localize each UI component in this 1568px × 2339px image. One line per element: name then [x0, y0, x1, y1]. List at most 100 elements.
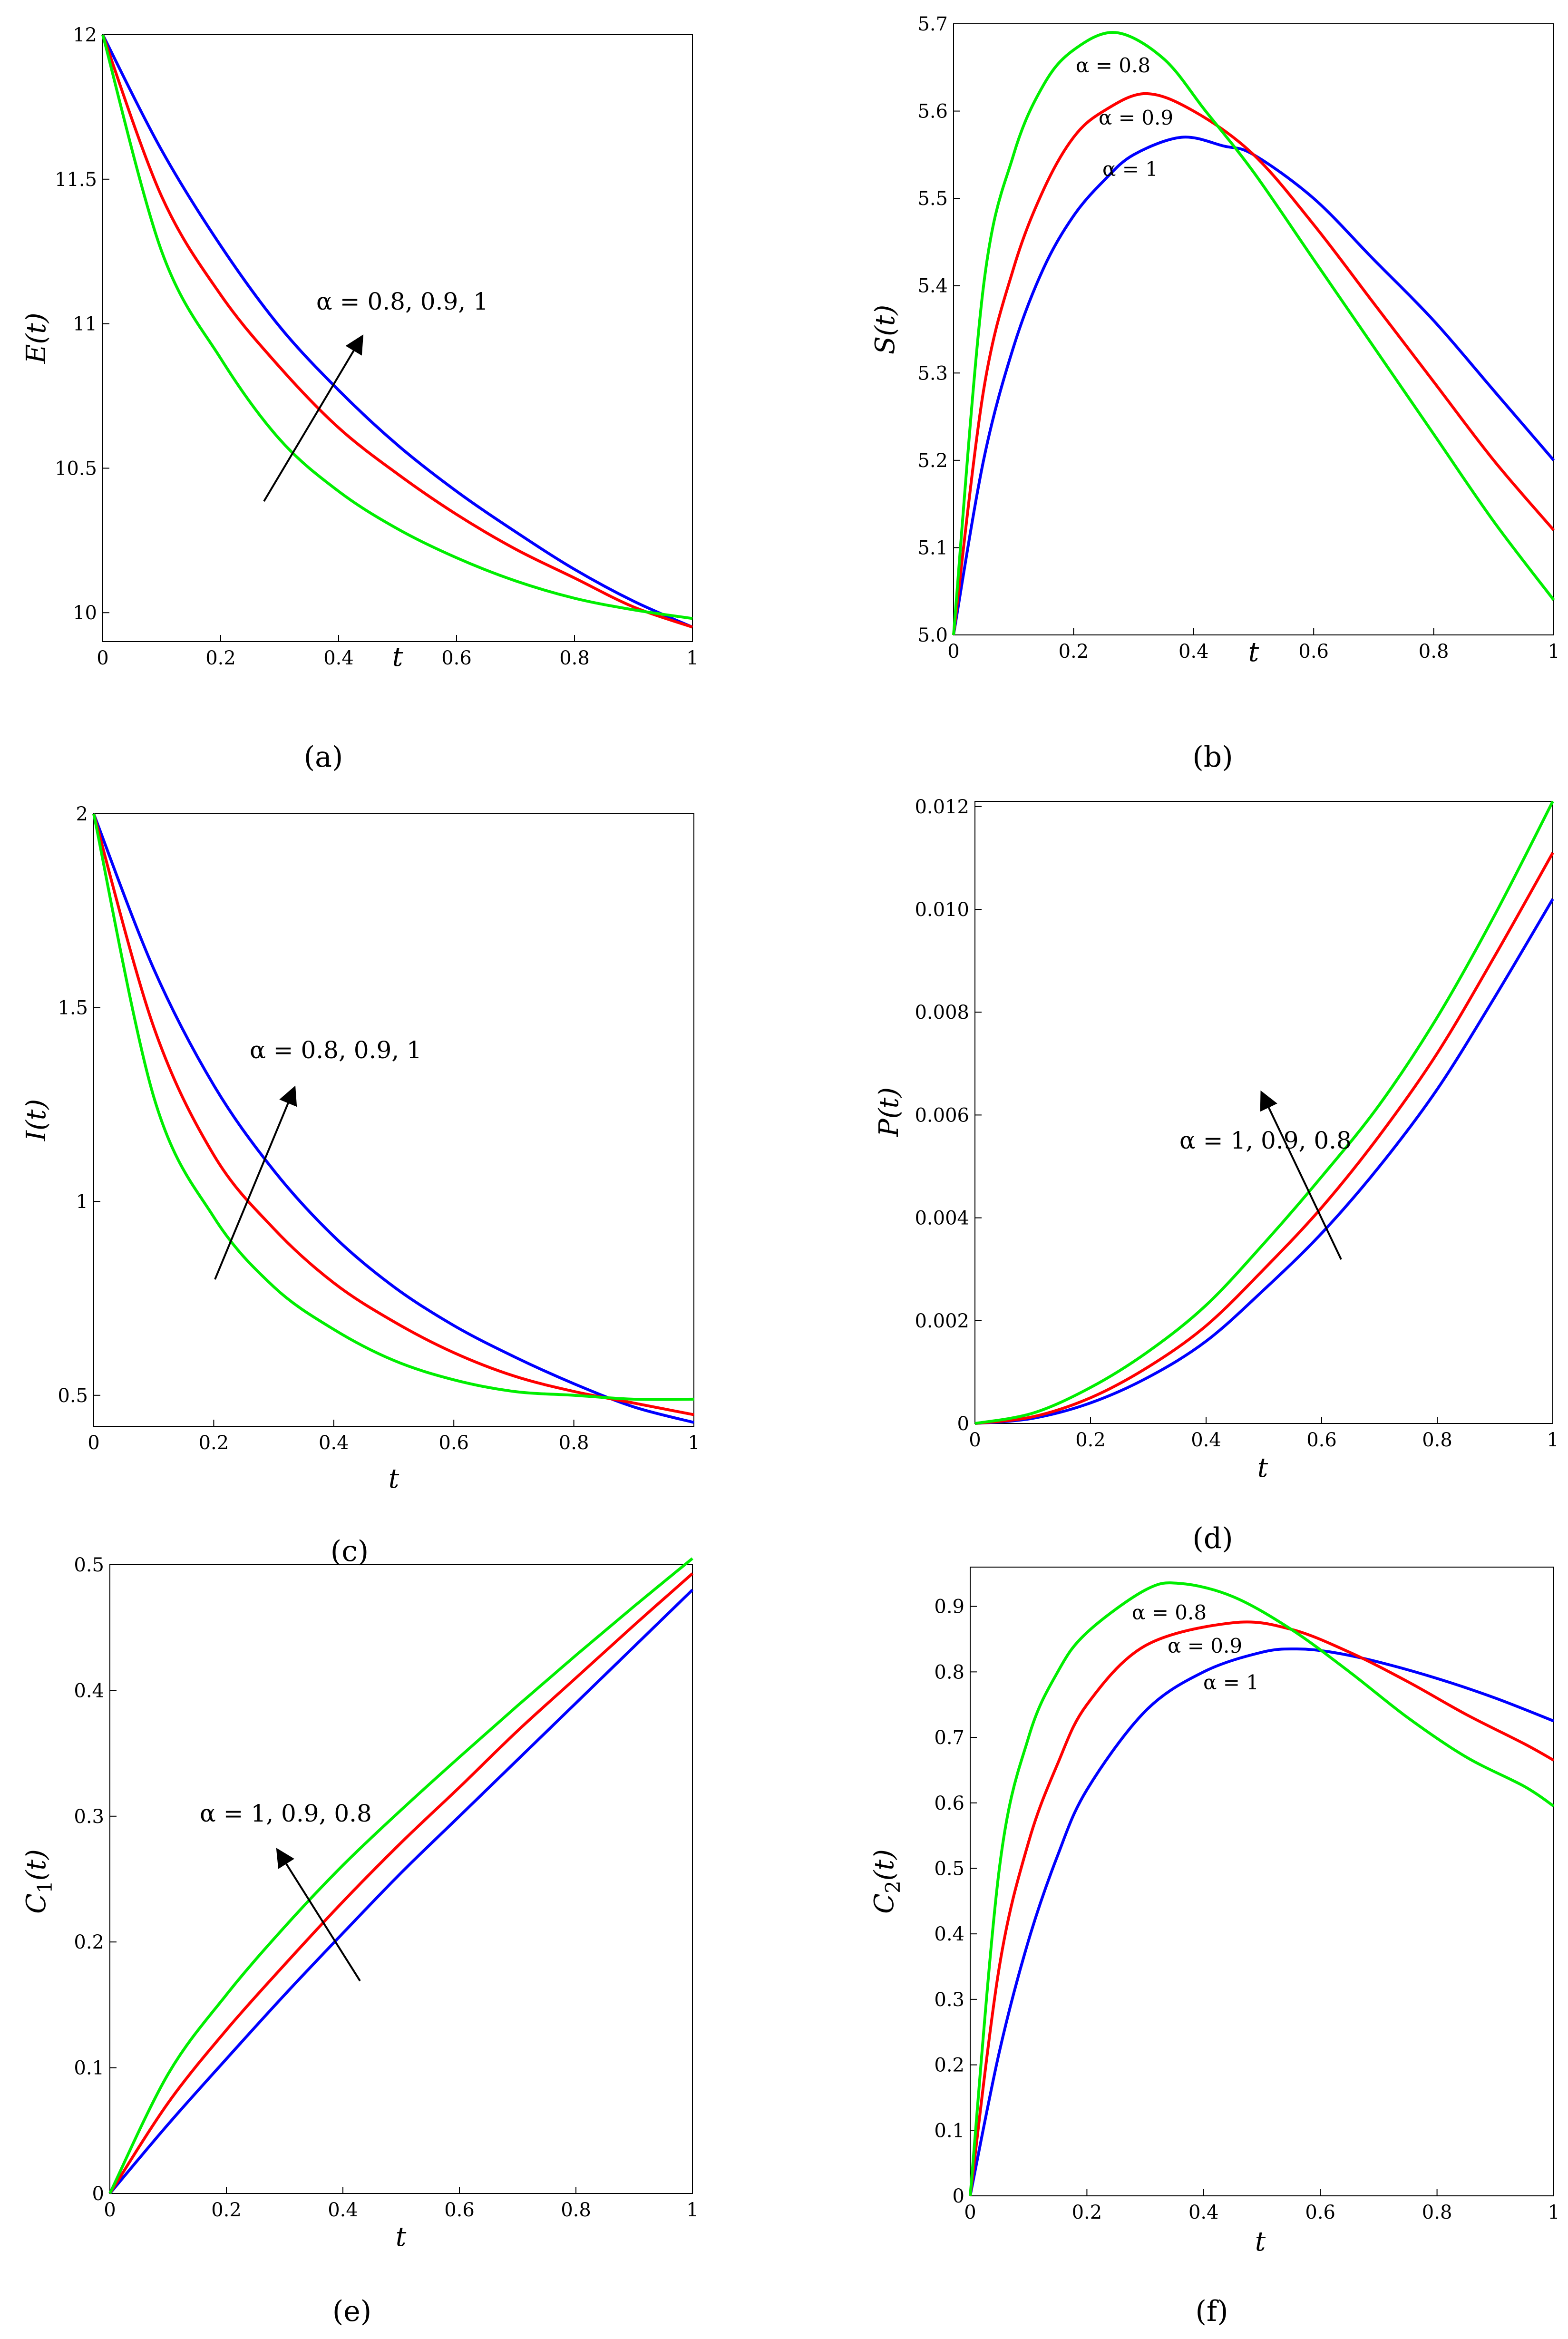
y-tick-label: 1.5 — [58, 997, 88, 1019]
x-tick-label: 0 — [964, 2202, 976, 2223]
x-axis-label: t — [1257, 1452, 1268, 1483]
x-ticks: 0 0.2 0.4 0.6 0.8 1 — [947, 628, 1560, 663]
series-line-0.9 — [92, 813, 694, 1416]
y-tick-label: 0.3 — [74, 1806, 104, 1828]
series-line-0.9 — [974, 852, 1554, 1425]
y-tick-label: 0 — [957, 1413, 969, 1435]
y-tick-label: 11 — [73, 313, 97, 335]
x-ticks: 0 0.2 0.4 0.6 0.8 1 — [97, 635, 699, 669]
x-tick-label: 0.4 — [1191, 1429, 1221, 1451]
y-ticks: 0.5 1 1.5 2 — [58, 803, 100, 1407]
x-tick-label: 0.8 — [559, 1432, 589, 1454]
series-lines — [952, 31, 1555, 635]
y-tick-label: 0.1 — [74, 2057, 104, 2079]
series-lines — [101, 34, 693, 629]
annotation-text: α = 0.8, 0.9, 1 — [250, 1036, 422, 1064]
x-tick-label: 0.2 — [1075, 1429, 1106, 1451]
y-tick-label: 11.5 — [55, 169, 97, 191]
x-tick-label: 0.8 — [1422, 2202, 1452, 2223]
panel-label: (b) — [1192, 741, 1233, 774]
curve-label-alpha-0.8: α = 0.8 — [1132, 1601, 1207, 1624]
series-line-1 — [952, 136, 1555, 635]
x-tick-label: 0 — [947, 641, 959, 663]
y-tick-label: 0.9 — [934, 1596, 964, 1618]
series-lines — [969, 1581, 1555, 2196]
x-tick-label: 0.4 — [328, 2199, 358, 2221]
panel-label: (e) — [332, 2295, 371, 2328]
y-axis-label: C1(t) — [21, 1849, 57, 1914]
y-tick-label: 0.6 — [934, 1793, 964, 1814]
y-tick-label: 5.1 — [917, 537, 948, 559]
y-tick-label: 0.3 — [934, 1989, 964, 2011]
curve-label-alpha-0.9: α = 0.9 — [1099, 106, 1173, 129]
series-line-0.8 — [92, 813, 694, 1401]
series-line-0.9 — [101, 34, 693, 629]
y-tick-label: 0.4 — [74, 1680, 104, 1702]
y-tick-label: 5.5 — [917, 188, 948, 210]
series-line-0.9 — [969, 1620, 1555, 2196]
panel-d: 0 0.2 0.4 0.6 0.8 1 0 0.002 0.004 0.006 0.008 0.01… — [874, 796, 1559, 1555]
y-tick-label: 5.6 — [917, 101, 948, 123]
y-axis-label: C2(t) — [869, 1849, 905, 1914]
y-tick-label: 0.7 — [934, 1727, 964, 1749]
x-tick-label: 0.2 — [1072, 2202, 1102, 2223]
series-line-0.8 — [969, 1581, 1555, 2196]
x-tick-label: 1 — [1548, 2202, 1559, 2223]
plot-frame — [970, 1567, 1554, 2196]
x-tick-label: 1 — [1547, 1429, 1558, 1451]
x-ticks: 0 0.2 0.4 0.6 0.8 1 — [88, 1420, 700, 1454]
x-ticks: 0 0.2 0.4 0.6 0.8 1 — [104, 2187, 699, 2221]
y-tick-label: 0.002 — [915, 1310, 969, 1332]
series-line-1 — [974, 898, 1554, 1425]
y-tick-label: 0.4 — [934, 1923, 964, 1945]
x-axis-label: t — [396, 2222, 407, 2252]
series-line-0.8 — [101, 34, 693, 620]
y-tick-label: 5.2 — [917, 450, 948, 472]
annotation-arrow — [263, 334, 364, 502]
annotation-arrow — [1260, 1090, 1342, 1260]
curve-label-alpha-0.8: α = 0.8 — [1076, 54, 1150, 77]
y-tick-label: 1 — [76, 1191, 88, 1213]
y-tick-label: 0.012 — [915, 796, 969, 818]
panel-label: (f) — [1195, 2295, 1228, 2328]
x-tick-label: 0.4 — [319, 1432, 349, 1454]
x-tick-label: 0.2 — [205, 647, 236, 669]
y-tick-label: 10 — [73, 602, 97, 624]
annotation-arrow — [214, 1085, 297, 1280]
y-tick-label: 5.3 — [917, 362, 948, 384]
y-axis-label: E(t) — [21, 312, 52, 364]
y-tick-label: 0 — [92, 2183, 104, 2205]
y-tick-label: 5.4 — [917, 275, 948, 297]
plot-frame — [953, 23, 1554, 635]
panel-e: 0 0.2 0.4 0.6 0.8 1 00.10.20.30.40.5 t C1(t) … — [21, 1554, 699, 2328]
x-axis-label: t — [1255, 2226, 1266, 2257]
series-line-0.9 — [952, 92, 1555, 635]
x-tick-label: 0 — [104, 2199, 116, 2221]
panel-label: (a) — [304, 741, 343, 774]
plot-frame — [109, 1564, 693, 2194]
panel-b: 0 0.2 0.4 0.6 0.8 1 5.05.15.25.35.45.55.65.7 … — [870, 13, 1560, 774]
annotation-text: α = 1, 0.9, 0.8 — [1179, 1127, 1352, 1154]
y-axis-label: S(t) — [870, 305, 901, 355]
y-tick-label: 0.5 — [934, 1858, 964, 1880]
annotation-text: α = 0.8, 0.9, 1 — [316, 288, 488, 315]
y-tick-label: 0.006 — [915, 1104, 969, 1126]
y-axis-label-subscript: 1 — [33, 1881, 57, 1893]
x-tick-label: 0.6 — [441, 647, 472, 669]
plot-frame — [102, 34, 693, 642]
x-tick-label: 0.6 — [438, 1432, 469, 1454]
y-tick-label: 10.5 — [55, 458, 97, 479]
y-axis-label-main: C — [21, 1893, 52, 1914]
curve-label-alpha-0.9: α = 0.9 — [1168, 1634, 1242, 1657]
y-axis-label-subscript: 2 — [881, 1881, 905, 1893]
x-tick-label: 0 — [969, 1429, 981, 1451]
x-axis-label: t — [392, 642, 403, 672]
x-ticks: 0 0.2 0.4 0.6 0.8 1 — [964, 2189, 1560, 2223]
x-tick-label: 0.8 — [559, 647, 590, 669]
x-tick-label: 0.4 — [323, 647, 354, 669]
x-tick-label: 0 — [97, 647, 108, 669]
y-tick-label: 0.5 — [74, 1554, 104, 1576]
y-ticks: 0 0.1 0.2 0.3 0.4 0.5 — [74, 1554, 117, 2205]
y-axis-label-tail: (t) — [869, 1849, 900, 1881]
